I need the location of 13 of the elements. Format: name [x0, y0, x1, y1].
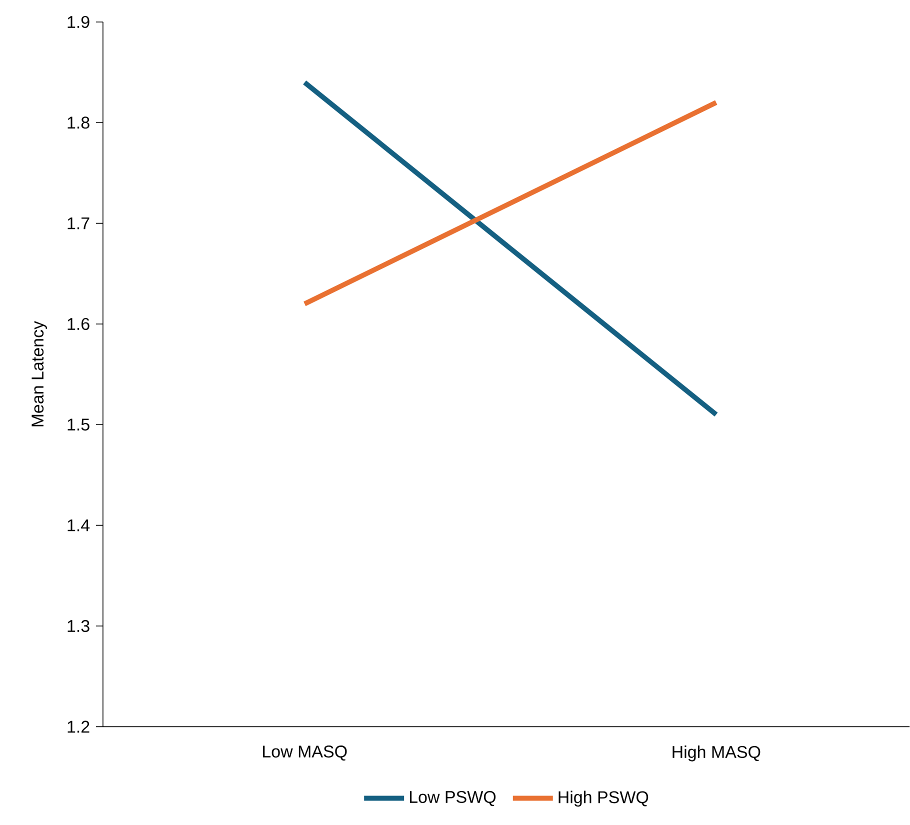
- y-tick-label: 1.9: [68, 16, 90, 28]
- y-tick-label: 1.3: [68, 620, 90, 632]
- y-tick-label: 1.7: [68, 218, 90, 230]
- x-tick-label: High MASQ: [672, 746, 760, 762]
- legend-label: Low PSWQ: [410, 791, 496, 806]
- y-tick-label: 1.8: [68, 116, 90, 129]
- y-tick-label: 1.4: [68, 520, 90, 532]
- y-tick-label: 1.2: [68, 720, 90, 733]
- legend-label: High PSWQ: [558, 790, 648, 807]
- y-axis-title: Mean Latency: [32, 321, 47, 426]
- y-tick-label: 1.6: [68, 318, 90, 330]
- x-tick-label: Low MASQ: [263, 746, 347, 761]
- y-tick-label: 1.5: [68, 418, 90, 431]
